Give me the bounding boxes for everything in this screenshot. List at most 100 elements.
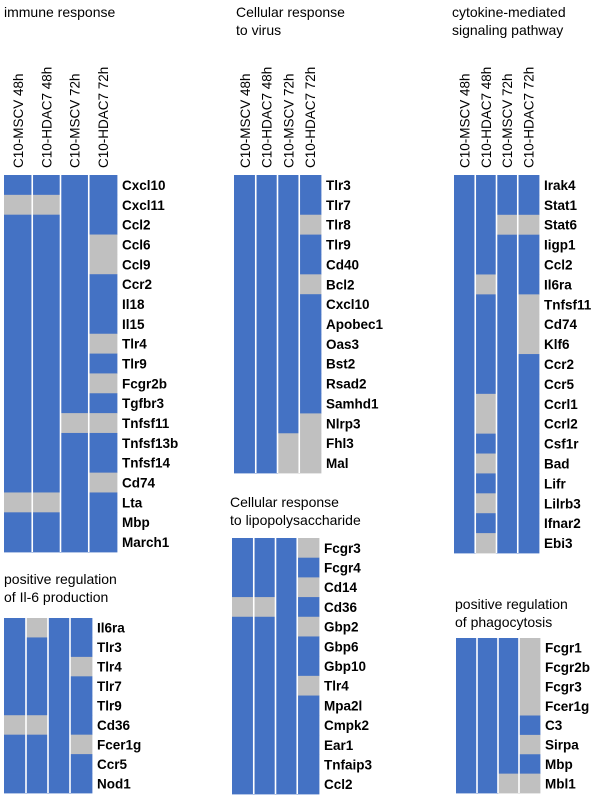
heatmap-cell (253, 715, 276, 736)
heatmap-cell (234, 175, 257, 196)
gene-label: Ccr2 (544, 357, 574, 372)
gene-label: March1 (122, 535, 170, 550)
heatmap-cell (60, 274, 90, 295)
heatmap-cell (496, 314, 519, 335)
heatmap-cell (496, 473, 519, 494)
title-line: of Il-6 production (4, 589, 109, 605)
heatmap-cell (299, 353, 322, 375)
heatmap-cell (275, 597, 298, 618)
column-label: C10-HDAC7 72h (96, 67, 111, 168)
gene-label: Ifnar2 (544, 516, 581, 531)
heatmap-cell (475, 393, 497, 415)
heatmap-cell (456, 754, 478, 775)
heatmap-cell (60, 413, 90, 434)
gene-label: Tlr4 (122, 337, 147, 352)
heatmap-cell (32, 472, 61, 493)
heatmap-cell (477, 657, 499, 678)
heatmap-cell (88, 452, 118, 474)
heatmap-cell (456, 715, 478, 736)
heatmap-cell (454, 473, 476, 494)
heatmap-cell (4, 472, 33, 493)
gene-label: Fcgr2b (122, 376, 167, 391)
heatmap-cell (299, 333, 322, 355)
gene-label: Il6ra (544, 277, 572, 292)
heatmap-cell (297, 754, 320, 775)
gene-label: Klf6 (544, 337, 570, 352)
heatmap-cell (477, 696, 499, 716)
title-line: Cellular response (230, 494, 339, 510)
heatmap-cell (475, 294, 497, 315)
heatmap-cell (232, 695, 255, 716)
gene-label: Stat6 (544, 218, 578, 233)
heatmap-cell (297, 577, 320, 598)
title-line: immune response (4, 4, 116, 20)
heatmap-cell (297, 656, 320, 677)
heatmap-cell (496, 294, 519, 315)
heatmap-cell (70, 676, 93, 697)
heatmap-cell (26, 715, 49, 736)
gene-label: Csf1r (544, 437, 579, 452)
gene-label: Lta (122, 495, 143, 510)
heatmap-cell (454, 453, 476, 474)
heatmap-cell (4, 313, 33, 335)
panel-title-phagocytosis: positive regulation of phagocytosis (455, 595, 568, 631)
heatmap-cell (496, 373, 519, 395)
heatmap-cell (519, 734, 541, 755)
heatmap-cell (498, 715, 520, 736)
heatmap-cell (475, 194, 497, 216)
heatmap-cell (519, 773, 541, 794)
heatmap-cell (60, 313, 90, 335)
gene-label: Tlr7 (326, 198, 351, 213)
gene-label: Sirpa (545, 738, 579, 753)
heatmap-cell (253, 675, 276, 696)
heatmap-cell (277, 254, 300, 275)
heatmap-cell (88, 413, 118, 434)
heatmap-cell (255, 294, 278, 315)
heatmap-cell (297, 538, 320, 559)
heatmap-cell (48, 695, 71, 716)
heatmap-cell (475, 453, 497, 474)
gene-label: Tnfsf14 (122, 456, 171, 471)
heatmap-cell (477, 734, 499, 755)
heatmap-cell (299, 453, 322, 474)
heatmap-cell (88, 492, 118, 513)
heatmap-cell (253, 695, 276, 716)
heatmap-cell (88, 532, 118, 553)
heatmap-cell (255, 453, 278, 474)
gene-label: Tlr4 (97, 660, 122, 675)
heatmap-cell (4, 274, 33, 295)
heatmap-cell (234, 254, 257, 275)
heatmap-cell (232, 715, 255, 736)
title-line: positive regulation (455, 596, 568, 612)
heatmap-cell (253, 754, 276, 775)
heatmap-cell (26, 754, 49, 774)
heatmap-cell (517, 433, 540, 454)
heatmap-cell (4, 373, 33, 394)
heatmap-cell (60, 393, 90, 414)
heatmap-cell (255, 194, 278, 216)
heatmap-cell (255, 254, 278, 275)
heatmap-cell (277, 175, 300, 196)
heatmap-cell (517, 473, 540, 494)
heatmap-cell (60, 373, 90, 394)
heatmap-cell (496, 334, 519, 355)
gene-label: Lifr (544, 476, 566, 491)
heatmap-cell (26, 656, 49, 677)
heatmap-cell (475, 413, 497, 435)
heatmap-cell (477, 676, 499, 697)
heatmap-cell (26, 734, 49, 755)
heatmap-cell (456, 638, 478, 658)
gene-label: Fcgr4 (324, 561, 361, 576)
heatmap-cell (60, 452, 90, 474)
heatmap-cell (32, 492, 61, 513)
heatmap-cell (4, 254, 33, 275)
heatmap-cell (88, 274, 118, 295)
gene-label: Nod1 (97, 776, 131, 791)
heatmap-cell (496, 413, 519, 435)
heatmap-cell (60, 234, 90, 255)
heatmap-cell (88, 512, 118, 533)
heatmap-cell (232, 597, 255, 618)
column-label: C10-HDAC7 72h (303, 67, 318, 168)
heatmap-cell (60, 492, 90, 513)
